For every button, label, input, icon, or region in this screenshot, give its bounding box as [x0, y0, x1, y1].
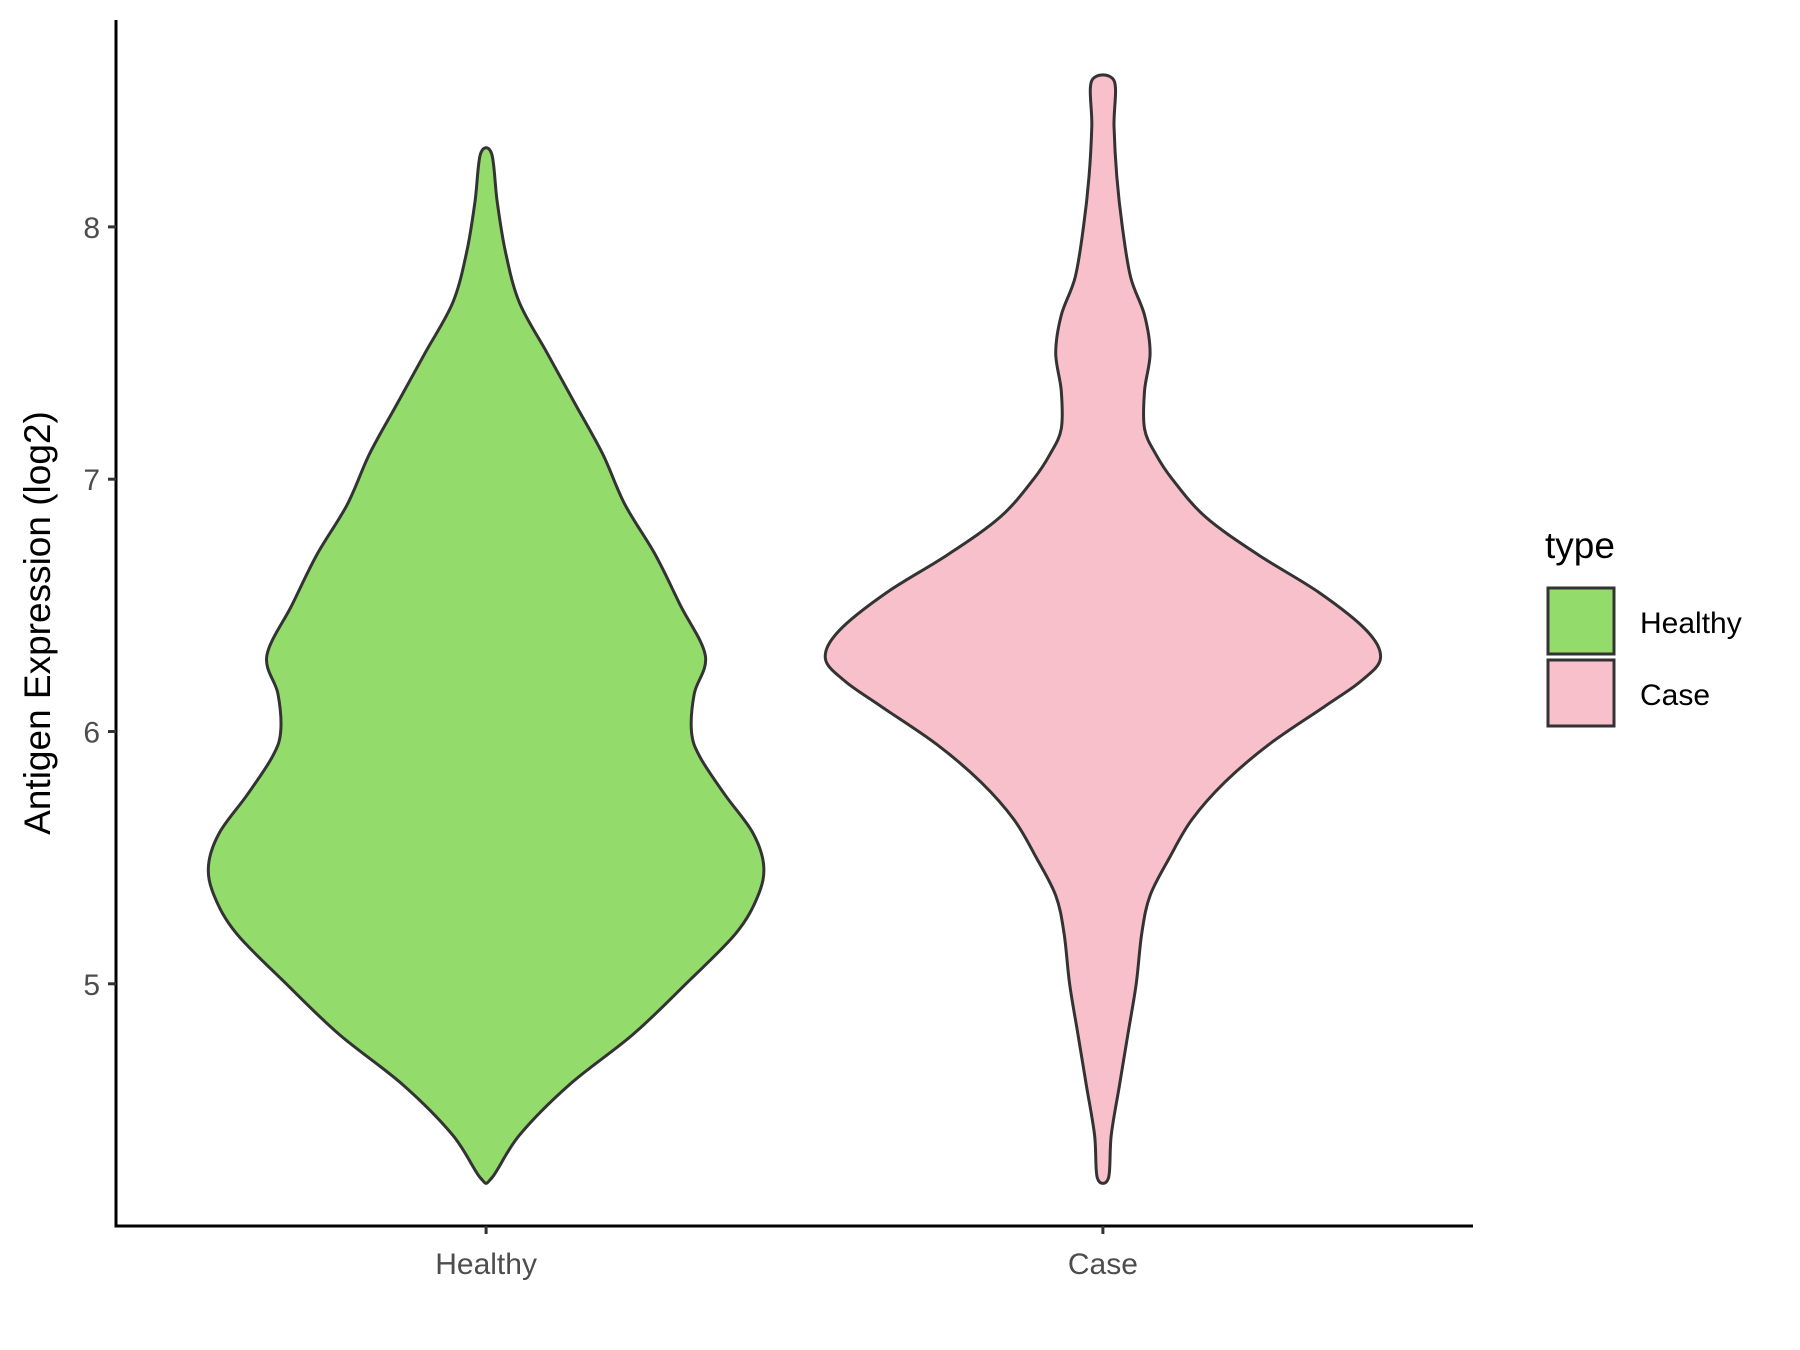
legend-label-case: Case — [1640, 679, 1710, 712]
violin-healthy — [206, 146, 766, 1185]
y-axis-title: Antigen Expression (log2) — [17, 411, 58, 835]
y-tick-label-7: 7 — [83, 464, 100, 497]
y-tick-label-5: 5 — [83, 969, 100, 1002]
y-tick-label-6: 6 — [83, 716, 100, 749]
legend-key-healthy — [1546, 586, 1616, 656]
violins-layer — [206, 73, 1383, 1185]
x-tick-label-healthy: Healthy — [435, 1248, 537, 1281]
legend-label-healthy: Healthy — [1640, 607, 1742, 640]
legend-key-case — [1546, 658, 1616, 728]
legend-title: type — [1545, 525, 1615, 566]
violin-case — [823, 73, 1383, 1185]
x-tick-label-case: Case — [1068, 1248, 1138, 1281]
axes-layer: 5 6 7 8 Healthy Case — [83, 20, 1473, 1281]
legend: type Healthy Case — [1545, 525, 1742, 728]
y-tick-label-8: 8 — [83, 212, 100, 245]
